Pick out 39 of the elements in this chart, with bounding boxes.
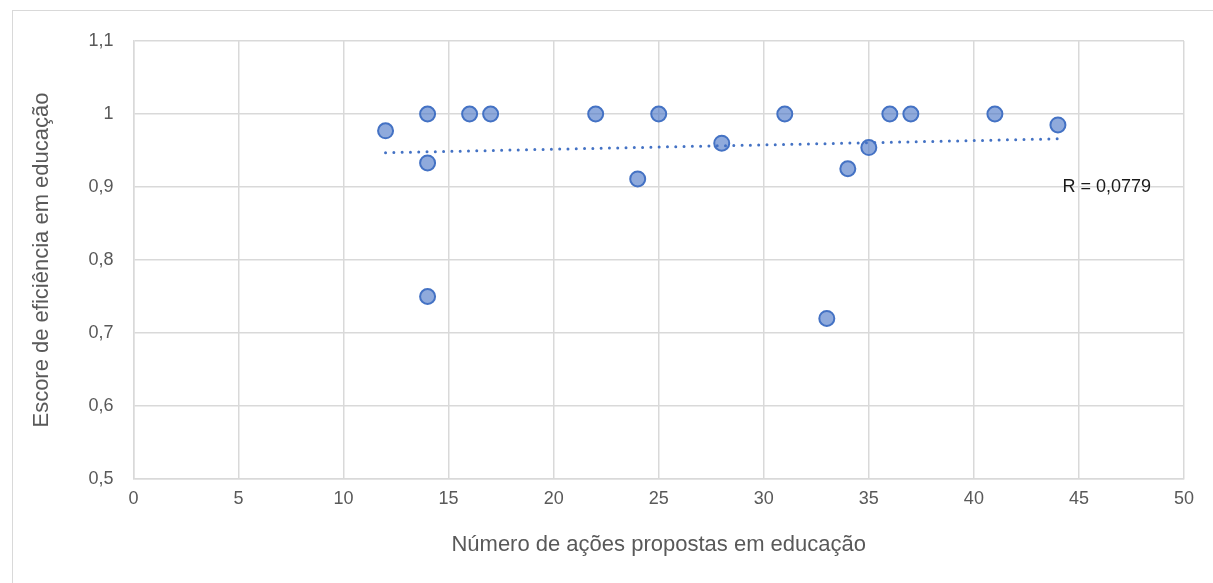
x-tick-label: 5	[233, 487, 244, 508]
y-axis-title: Escore de eficiência em educação	[28, 92, 54, 428]
x-tick-label: 45	[1068, 487, 1089, 508]
y-tick-label: 0,9	[88, 175, 114, 196]
point	[419, 105, 437, 123]
x-tick-label: 10	[333, 487, 354, 508]
x-tick-label: 50	[1173, 487, 1195, 508]
point	[902, 105, 920, 123]
point	[881, 105, 899, 123]
y-tick-label: 1,1	[88, 29, 114, 50]
point	[377, 122, 395, 140]
x-tick-label: 25	[648, 487, 669, 508]
point	[860, 139, 878, 157]
point	[419, 288, 437, 305]
point	[629, 170, 647, 188]
x-tick-label: 40	[963, 487, 984, 508]
point	[587, 105, 605, 123]
y-tick-label: 0,5	[88, 467, 114, 488]
point	[419, 154, 437, 172]
point	[650, 105, 668, 123]
point	[461, 105, 479, 123]
annotation: R = 0,0779	[1062, 175, 1151, 196]
x-tick-label: 0	[128, 487, 139, 508]
point	[839, 160, 857, 178]
x-tick-label: 15	[438, 487, 459, 508]
point	[482, 105, 500, 123]
point	[713, 134, 731, 152]
x-tick-label: 30	[753, 487, 774, 508]
y-tick-label: 1	[103, 102, 114, 123]
point	[818, 309, 836, 327]
x-tick-label: 35	[858, 487, 879, 508]
point	[776, 105, 794, 123]
point	[1049, 116, 1067, 134]
x-tick-label: 20	[543, 487, 564, 508]
x-axis-title: Número de ações propostas em educação	[451, 530, 866, 556]
y-tick-label: 0,7	[88, 321, 114, 342]
y-tick-label: 0,8	[88, 248, 114, 269]
y-tick-label: 0,6	[88, 394, 114, 415]
point	[986, 105, 1004, 123]
